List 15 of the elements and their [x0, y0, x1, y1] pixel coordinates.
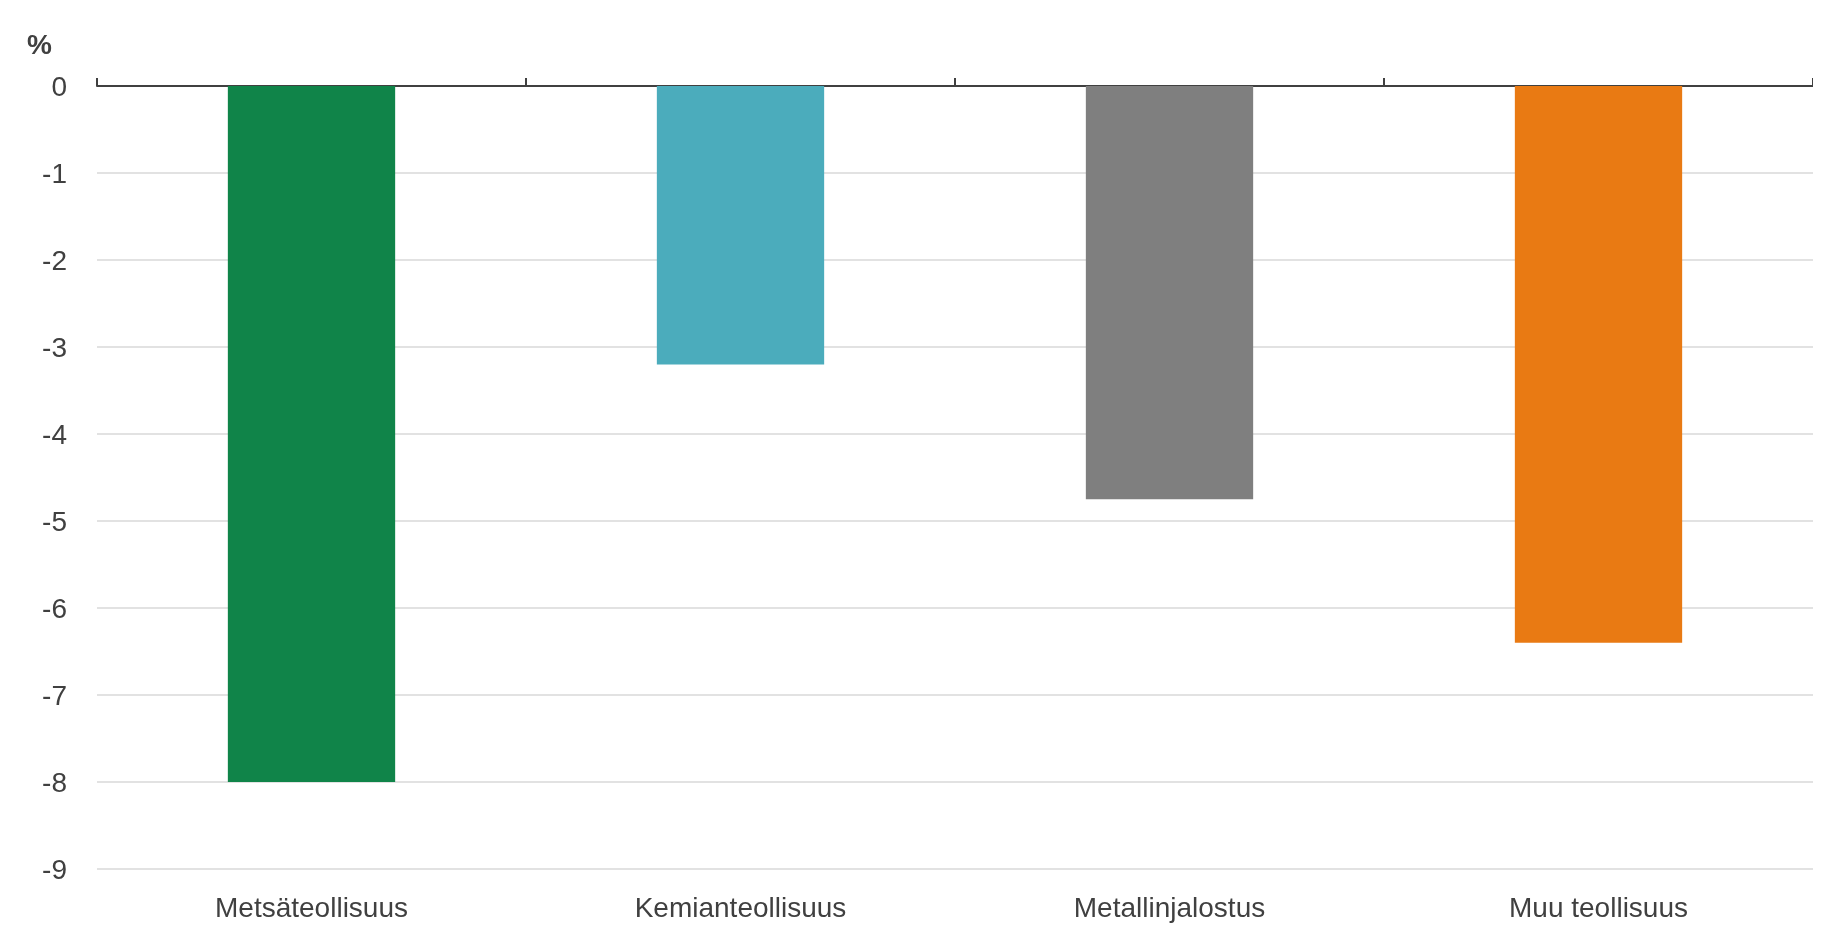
- y-tick-label: -5: [42, 505, 67, 537]
- y-tick-label: -9: [42, 853, 67, 885]
- y-axis-title: %: [27, 28, 53, 60]
- y-tick-label: -4: [42, 418, 67, 450]
- y-tick-label: -6: [42, 592, 67, 624]
- x-tick-label: Metallinjalostus: [1073, 891, 1266, 923]
- y-tick-label: -3: [42, 331, 67, 363]
- y-tick-label: -8: [42, 766, 67, 798]
- x-tick-label: Kemianteollisuus: [634, 891, 847, 923]
- y-tick-label: -7: [42, 679, 67, 711]
- y-tick-label: 0: [51, 70, 67, 102]
- x-tick-label: Muu teollisuus: [1509, 891, 1688, 923]
- x-tick-label: Metsäteollisuus: [215, 891, 408, 923]
- y-tick-label: -2: [42, 244, 67, 276]
- y-tick-label: -1: [42, 157, 67, 189]
